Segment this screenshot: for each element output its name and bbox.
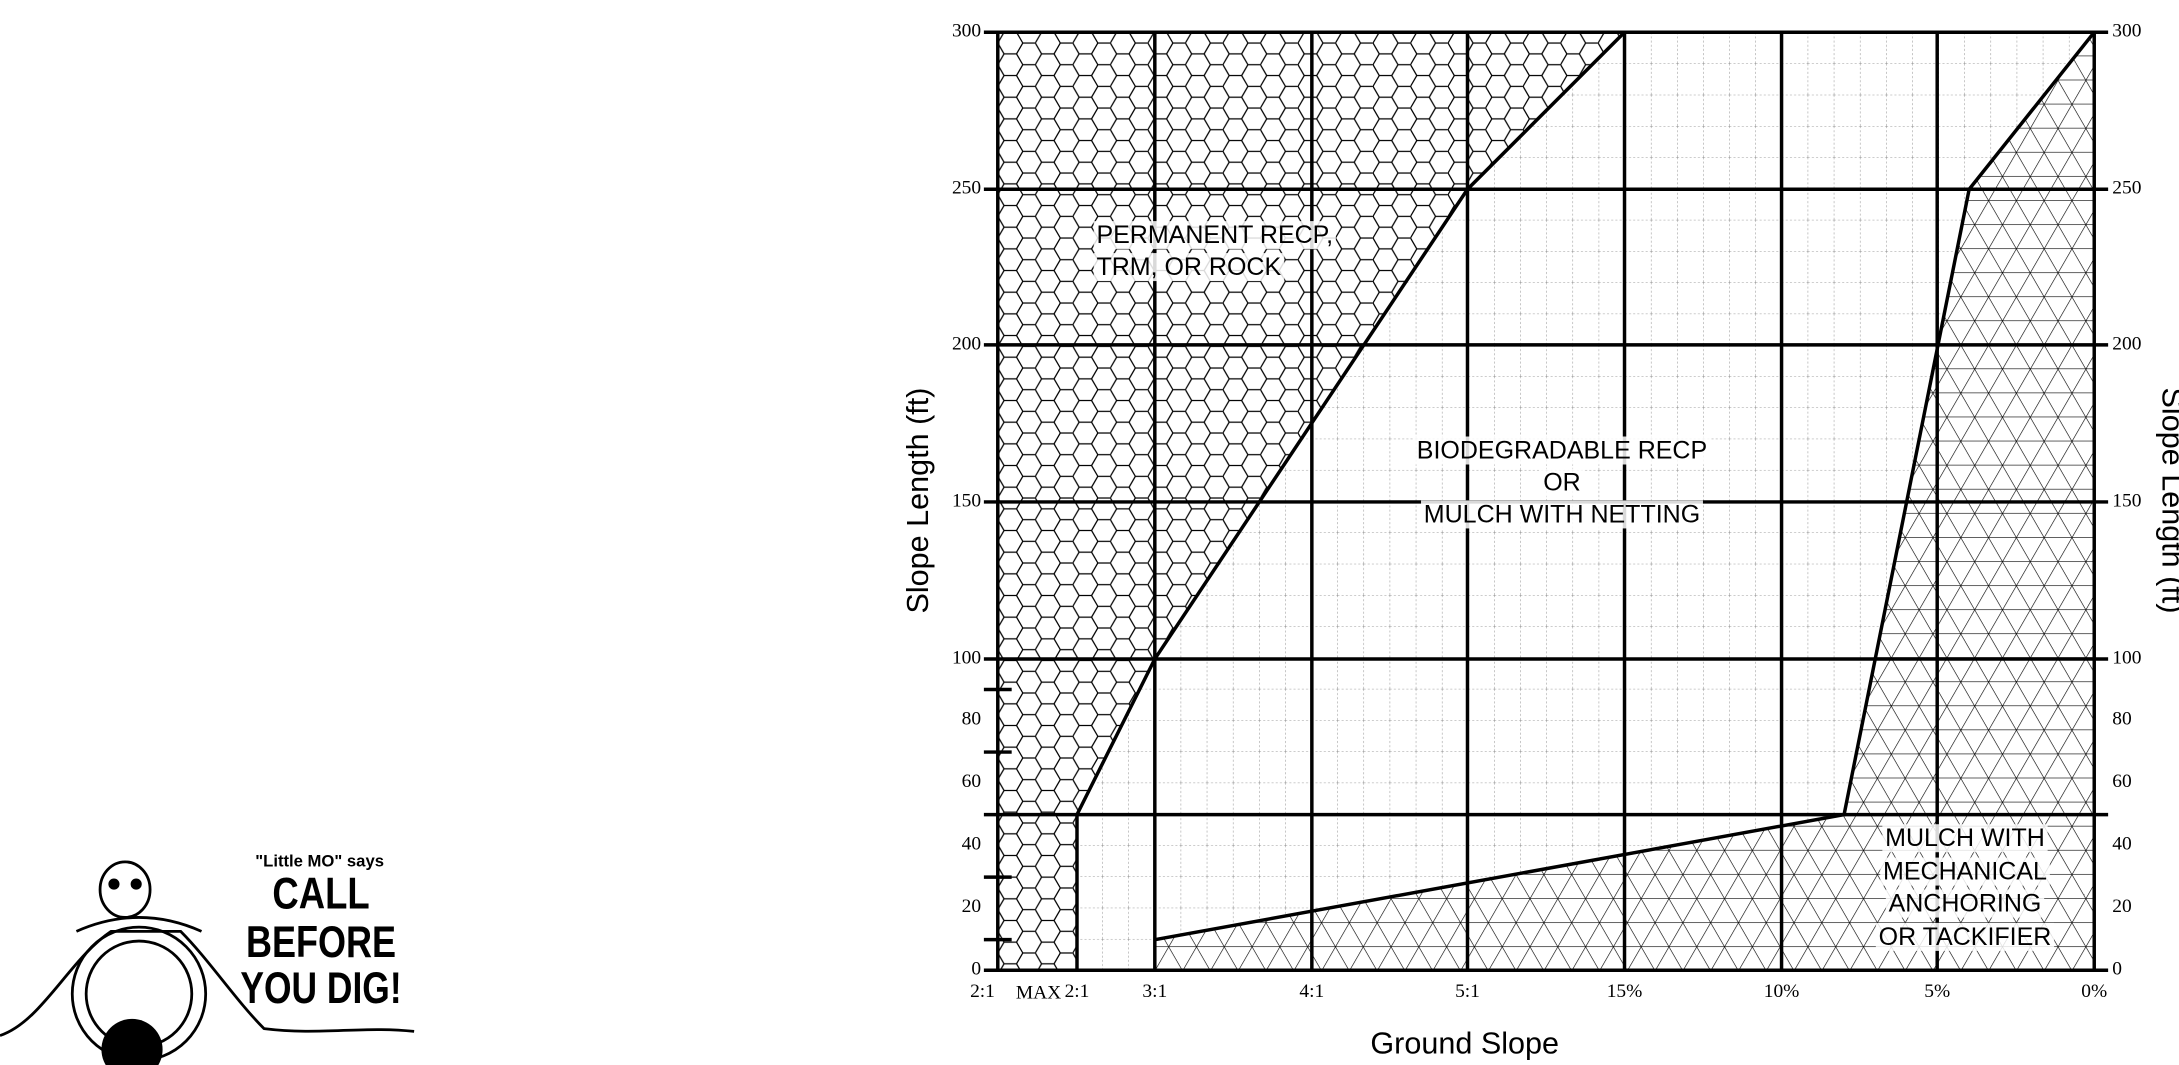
logo: "Little MO" says CALL BEFORE YOU DIG!	[0, 851, 415, 1065]
y-tick-label: 20	[962, 896, 981, 917]
region-label: OR TACKIFIER	[1879, 923, 2052, 951]
major-grid	[983, 30, 2109, 972]
x-tick-label: 5%	[1924, 981, 1950, 1002]
logo-line: CALL	[272, 869, 369, 918]
logo-tagline: "Little MO" says	[255, 851, 384, 870]
x-tick-label: 10%	[1764, 981, 1800, 1002]
region-label: ANCHORING	[1889, 890, 2042, 918]
label-background	[1875, 922, 2055, 951]
y2-tick-label: 200	[2112, 333, 2141, 354]
y-axis-title: Slope Length (ft)	[901, 388, 935, 614]
logo-line: BEFORE	[246, 918, 396, 967]
x-tick-label: 2:1	[1065, 981, 1090, 1002]
y2-tick-label: 0	[2112, 959, 2122, 980]
region-label: MULCH WITH	[1885, 824, 2045, 852]
label-background	[1885, 889, 2045, 918]
y-tick-label: 60	[962, 771, 981, 792]
y-tick-label: 150	[952, 490, 981, 511]
x-tick-label: 0%	[2081, 981, 2107, 1002]
logo-line: YOU DIG!	[240, 964, 401, 1013]
region-label: TRM, OR ROCK	[1096, 253, 1281, 281]
label-background	[1882, 824, 2048, 853]
y-tick-label: 300	[952, 21, 981, 42]
y2-axis-title: Slope Length (ft)	[2156, 388, 2179, 614]
label-background	[1880, 857, 2050, 886]
x-tick-label: 15%	[1607, 981, 1643, 1002]
region-label: BIODEGRADABLE RECP	[1417, 437, 1707, 465]
label-background	[1414, 436, 1710, 465]
y-tick-label: 40	[962, 834, 981, 855]
region-label: MECHANICAL	[1883, 858, 2047, 886]
region-label: PERMANENT RECP,	[1096, 221, 1333, 249]
y2-tick-label: 20	[2112, 896, 2131, 917]
x-tick-label: 3:1	[1142, 981, 1167, 1002]
y2-tick-label: 60	[2112, 771, 2131, 792]
y2-tick-label: 80	[2112, 709, 2131, 730]
region-label: MULCH WITH NETTING	[1424, 500, 1700, 528]
y2-tick-label: 300	[2112, 21, 2141, 42]
x-tick-note: MAX	[1016, 982, 1061, 1003]
y-tick-label: 100	[952, 647, 981, 668]
x-tick-label: 5:1	[1455, 981, 1480, 1002]
y2-tick-label: 100	[2112, 647, 2141, 668]
label-background	[1093, 253, 1285, 282]
label-background	[1540, 468, 1584, 497]
y2-tick-label: 250	[2112, 178, 2141, 199]
label-background	[1093, 221, 1336, 250]
x-tick-label: 2:1	[970, 981, 995, 1002]
y-tick-label: 200	[952, 333, 981, 354]
x-tick-label: 4:1	[1299, 981, 1324, 1002]
boundaries	[1075, 30, 2096, 971]
y-tick-label: 250	[952, 178, 981, 199]
label-background	[1421, 500, 1703, 529]
y-tick-label: 0	[971, 959, 981, 980]
region-label: OR	[1543, 468, 1581, 496]
x-axis-title: Ground Slope	[1370, 1026, 1559, 1060]
y2-tick-label: 150	[2112, 490, 2141, 511]
y2-tick-label: 40	[2112, 834, 2131, 855]
y-tick-label: 80	[962, 709, 981, 730]
